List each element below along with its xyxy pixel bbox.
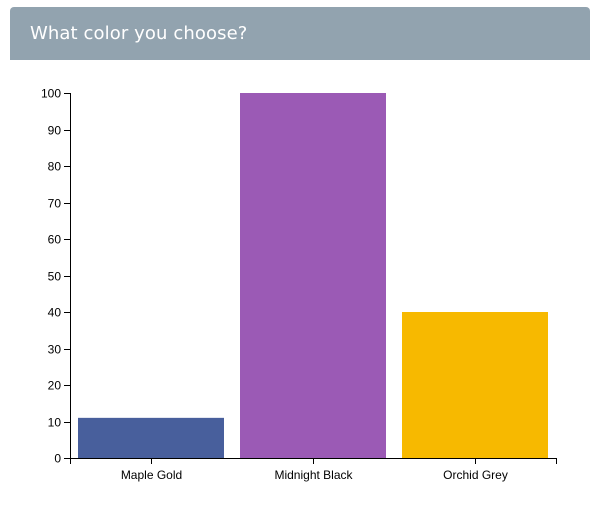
x-axis: Maple Gold Midnight Black Orchid Grey <box>70 458 557 482</box>
bars-group <box>78 93 548 458</box>
y-tick-label-100: 100 <box>41 87 61 101</box>
y-tick-label-30: 30 <box>48 343 62 357</box>
bar-orchid-grey <box>402 312 548 458</box>
x-tick-label-maple-gold: Maple Gold <box>121 468 182 482</box>
chart-header-bar: What color you choose? <box>10 7 590 60</box>
bar-maple-gold <box>78 417 224 458</box>
y-tick-label-60: 60 <box>48 233 62 247</box>
y-tick-label-90: 90 <box>48 124 62 138</box>
y-tick-label-80: 80 <box>48 160 62 174</box>
x-tick-label-orchid-grey: Orchid Grey <box>443 468 508 482</box>
y-tick-label-40: 40 <box>48 306 62 320</box>
y-tick-label-0: 0 <box>54 452 61 466</box>
y-axis: 0 10 20 30 40 50 60 70 80 90 100 <box>41 87 71 466</box>
y-tick-label-70: 70 <box>48 197 62 211</box>
chart-header-title: What color you choose? <box>30 23 248 44</box>
x-tick-label-midnight-black: Midnight Black <box>274 468 353 482</box>
y-tick-label-10: 10 <box>48 416 62 430</box>
y-tick-label-20: 20 <box>48 379 62 393</box>
bar-midnight-black <box>240 93 386 458</box>
y-tick-label-50: 50 <box>48 270 62 284</box>
